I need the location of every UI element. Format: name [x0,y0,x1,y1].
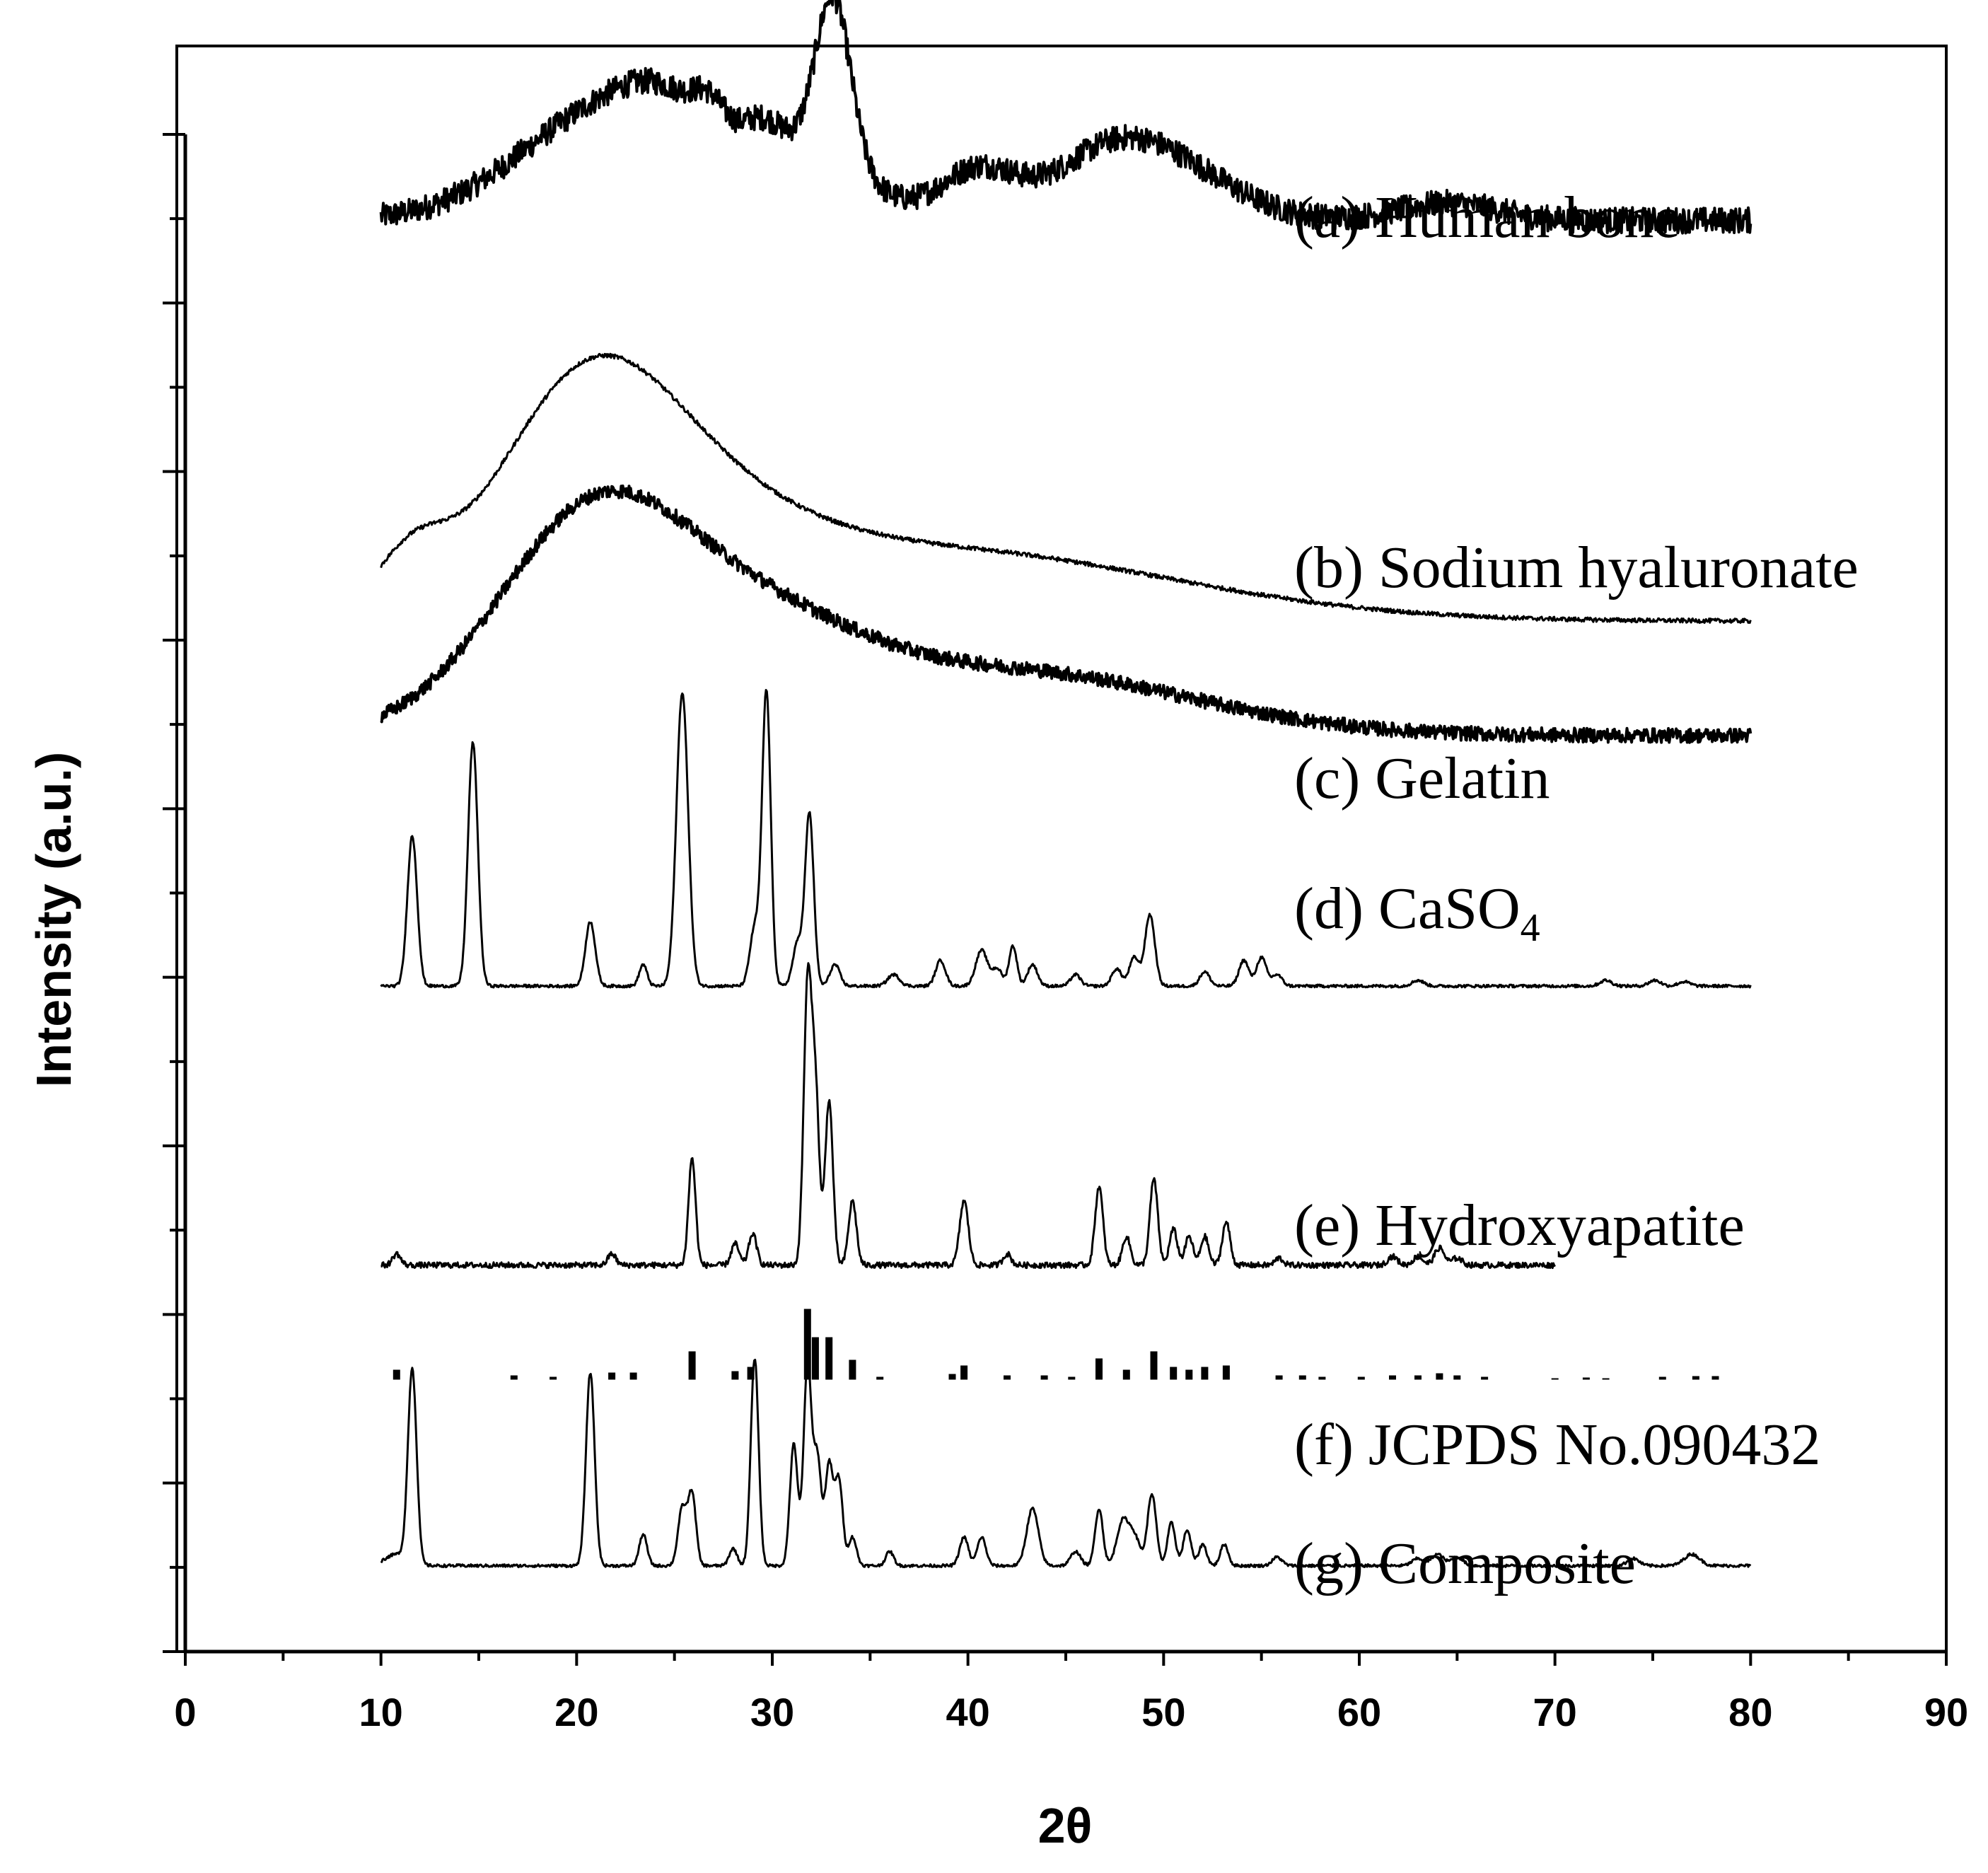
reference-stick [960,1365,968,1380]
reference-stick [1389,1375,1396,1380]
legend-label-hydroxyapatite: (e) Hydroxyapatite [1294,1193,1745,1258]
series-layer [379,0,1752,1569]
reference-stick [1436,1373,1443,1380]
reference-stick [1318,1376,1326,1380]
reference-stick [393,1369,400,1380]
x-tick-label: 60 [1337,1690,1381,1734]
y-axis-title: Intensity (a.u.) [26,752,81,1087]
reference-stick [510,1375,518,1380]
x-tick-label: 0 [174,1690,196,1734]
jcpds-reference-sticks [393,1309,1719,1380]
reference-stick [1414,1375,1422,1380]
reference-stick [1692,1376,1699,1380]
reference-stick [1658,1376,1666,1380]
reference-stick [1275,1375,1283,1380]
reference-stick [1201,1367,1209,1380]
x-axis-title: 2θ [1038,1798,1093,1853]
legend-label-jcpds: (f) JCPDS No.090432 [1294,1412,1820,1478]
reference-stick [1602,1378,1610,1380]
x-tick-label: 20 [554,1690,598,1734]
reference-stick [731,1371,739,1380]
reference-stick [803,1309,811,1380]
reference-stick [688,1351,696,1380]
x-tick-label: 50 [1141,1690,1185,1734]
reference-stick [849,1359,856,1380]
reference-stick [1122,1369,1130,1380]
reference-stick [1582,1377,1590,1380]
series-line-g-composite [380,1359,1752,1569]
legend-label-caso4: (d) CaSO4 [1294,876,1540,950]
x-tick-label: 10 [359,1690,403,1734]
x-tick-label: 90 [1924,1690,1968,1734]
reference-stick [1004,1375,1011,1380]
reference-stick [1711,1376,1719,1380]
reference-stick [1551,1378,1559,1380]
reference-stick [1453,1375,1461,1380]
series-line-b-sodium-hyaluronate [380,352,1752,625]
x-tick-label: 30 [750,1690,794,1734]
plot-frame [175,45,1948,1653]
reference-stick [747,1367,755,1380]
reference-stick [1150,1351,1158,1380]
legend-label-gelatin: (c) Gelatin [1294,746,1550,811]
x-tick-label: 40 [946,1690,990,1734]
reference-stick [1222,1365,1230,1380]
legend-label-caso4-subscript: 4 [1521,906,1540,950]
series-line-a-human-bone [379,0,1752,235]
reference-stick [550,1376,557,1380]
series-line-d-caso4 [380,689,1752,989]
legend-label-human-bone: (a) Human bone [1294,185,1680,250]
series-line-e-hydroxyapatite [380,962,1556,1270]
reference-stick [1357,1376,1365,1380]
reference-stick [811,1337,819,1380]
reference-stick [608,1372,616,1380]
legend-label-sodium-hyaluronate: (b) Sodium hyaluronate [1294,535,1859,601]
reference-stick [1040,1375,1048,1380]
y-axis-ticks [163,133,185,1653]
reference-stick [1298,1375,1306,1380]
reference-stick [1095,1358,1103,1380]
x-tick-label: 70 [1533,1690,1577,1734]
x-axis-tick-labels: 0 10 20 30 40 50 60 70 80 90 [174,1690,1968,1734]
series-line-c-gelatin [380,485,1752,744]
legend-label-composite: (g) Composite [1294,1531,1636,1596]
x-axis-ticks [184,1652,1948,1666]
reference-stick [948,1374,956,1380]
reference-stick [1068,1376,1076,1380]
reference-stick [1170,1367,1178,1380]
reference-stick [876,1376,884,1380]
reference-stick [1185,1369,1193,1380]
reference-stick [1481,1376,1489,1380]
reference-stick [825,1337,833,1380]
legend-label-caso4-text: (d) CaSO [1294,876,1521,941]
reference-stick [629,1372,637,1380]
x-tick-label: 80 [1728,1690,1772,1734]
